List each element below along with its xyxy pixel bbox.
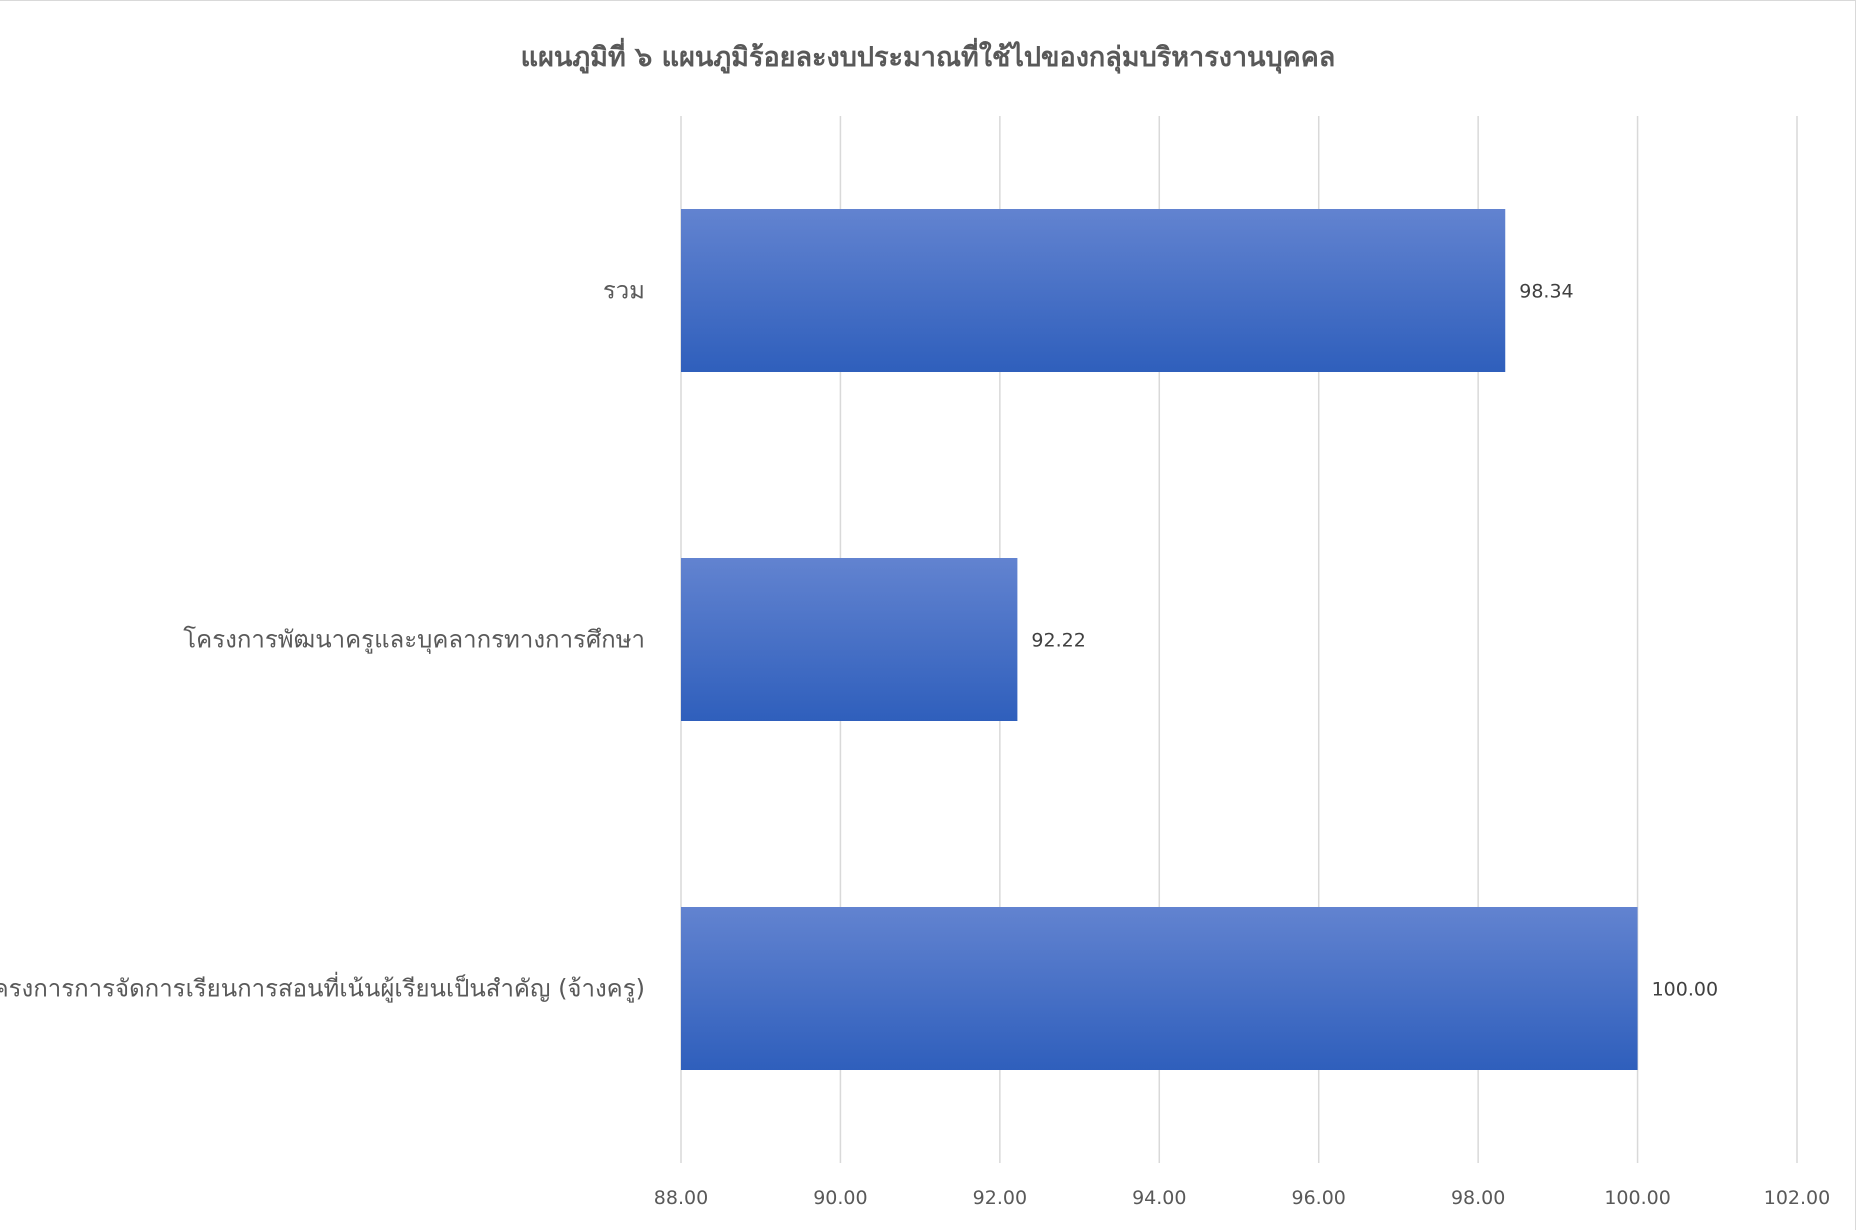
data-label: 98.34 (1519, 281, 1573, 303)
data-label: 100.00 (1652, 979, 1718, 1001)
bar (681, 907, 1638, 1070)
data-label: 92.22 (1031, 630, 1085, 652)
x-tick-label: 102.00 (1764, 1187, 1830, 1209)
bar (681, 558, 1018, 721)
category-label: โครงการการจัดการเรียนการสอนที่เน้นผู้เรี… (0, 972, 645, 1004)
x-tick-label: 100.00 (1604, 1187, 1670, 1209)
x-tick-label: 94.00 (1132, 1187, 1186, 1209)
x-tick-label: 90.00 (813, 1187, 867, 1209)
x-tick-label: 92.00 (973, 1187, 1027, 1209)
labels: 88.00 90.00 92.00 94.00 96.00 98.00 100.00 102.… (0, 277, 1830, 1210)
category-label: รวม (603, 277, 645, 305)
x-tick-label: 96.00 (1292, 1187, 1346, 1209)
bar (681, 209, 1506, 372)
bars (681, 209, 1638, 1070)
category-label: โครงการพัฒนาครูและบุคลากรทางการศึกษา (183, 626, 645, 655)
chart-title: แผนภูมิที่ ๖ แผนภูมิร้อยละงบประมาณที่ใช้… (520, 42, 1336, 73)
x-tick-label: 88.00 (654, 1187, 708, 1209)
x-tick-label: 98.00 (1451, 1187, 1505, 1209)
